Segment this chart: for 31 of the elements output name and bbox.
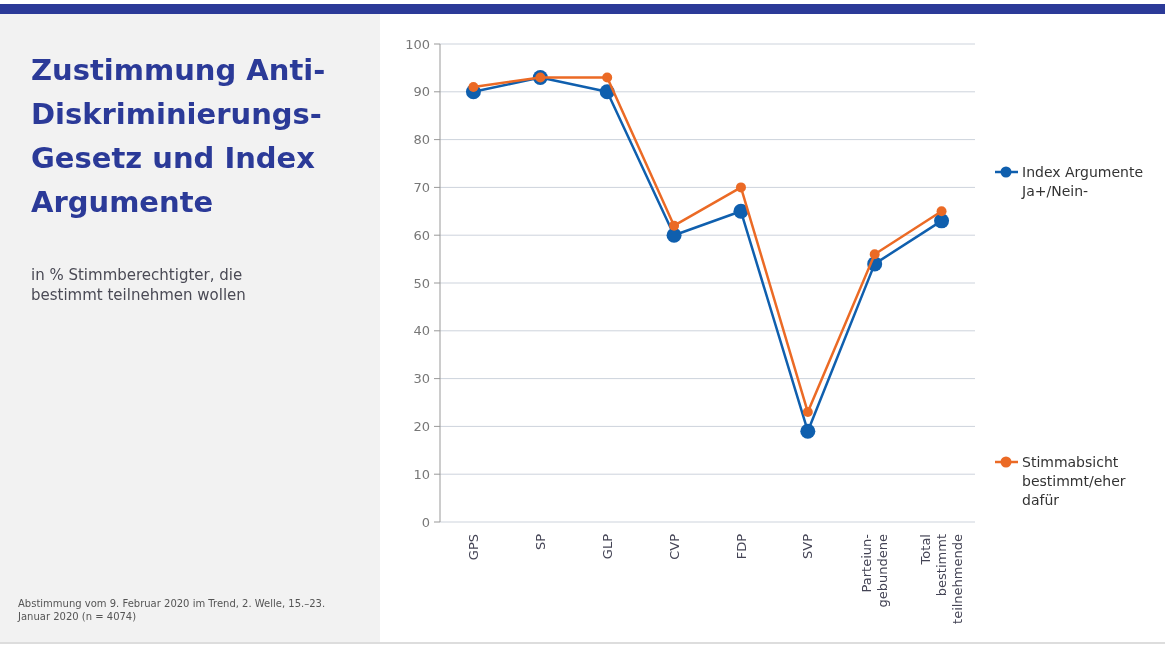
point [669,220,680,231]
point [869,249,880,260]
point [800,423,816,439]
y-tick-label: 100 [405,36,430,52]
x-tick-label: Parteiun- gebundene [859,533,891,608]
y-tick-label: 70 [413,179,430,195]
point [733,203,749,219]
point [735,182,746,193]
x-tick-label: SP [532,533,548,551]
text: in % Stimmberechtigter, die bestimmt teilnehmen wollen [31,266,246,304]
legend-label: Index Argumente Ja+/Nein- [1021,164,1144,199]
point [936,206,947,217]
y-tick-label: 40 [413,323,430,339]
y-tick-label: 60 [413,227,430,243]
legend-label: Stimmabsicht bestimmt/eher dafür [1022,454,1126,508]
x-tick-label: SVP [800,533,816,559]
y-tick-label: 20 [413,418,430,434]
x-tick-label: GLP [599,533,615,560]
y-tick-label: 0 [421,514,430,530]
y-tick-label: 30 [413,371,430,387]
y-tick-label: 50 [413,275,430,291]
y-tick-label: 10 [413,466,430,482]
point [802,407,813,418]
text: Abstimmung vom 9. Februar 2020 im Trend, 2. Welle, 15.–23. Januar 2020 (n = 4074) [17,598,326,622]
point [602,72,613,83]
x-tick-label: FDP [733,533,749,560]
y-tick-label: 80 [413,132,430,148]
x-tick-label: CVP [666,533,682,560]
x-tick-label: GPS [465,534,481,561]
text: Zustimmung Anti-Diskriminierungs-Gesetz und Index Argumente [31,53,326,219]
y-tick-label: 90 [413,84,430,100]
